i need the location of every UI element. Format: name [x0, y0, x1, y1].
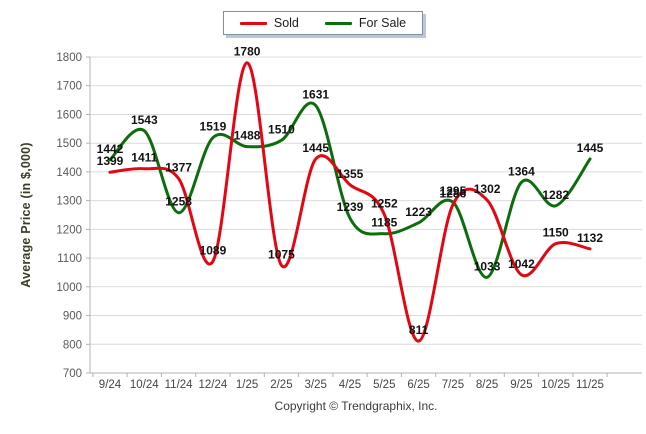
sold-line-swatch	[239, 21, 267, 25]
x-category-label: 8/25	[476, 379, 498, 391]
legend-label-sold: Sold	[273, 16, 299, 30]
x-category-label: 10/25	[541, 379, 570, 391]
for-sale-data-label: 1631	[302, 88, 329, 102]
sold-data-label: 1075	[268, 247, 295, 261]
x-category-label: 11/24	[165, 379, 194, 391]
x-category-label: 1/25	[236, 379, 258, 391]
sold-data-label: 1252	[371, 196, 398, 210]
legend-label-for-sale: For Sale	[358, 16, 407, 30]
y-tick-label: 1700	[56, 81, 82, 93]
y-tick-label: 1200	[56, 224, 82, 236]
sold-data-label: 1355	[337, 167, 364, 181]
y-tick-label: 1100	[57, 253, 82, 265]
sold-data-label: 1286	[440, 187, 467, 201]
for-sale-data-label: 1510	[268, 122, 295, 136]
x-category-label: 9/25	[510, 379, 532, 391]
for-sale-data-label: 1239	[337, 200, 364, 214]
for-sale-data-label: 1258	[165, 195, 192, 209]
y-tick-label: 1500	[56, 138, 82, 150]
for-sale-data-label: 1033	[474, 259, 501, 273]
for-sale-data-label: 1223	[405, 205, 432, 219]
copyright-text: Copyright © Trendgraphix, Inc.	[274, 399, 438, 413]
legend-item-sold: Sold	[239, 16, 299, 30]
y-tick-label: 800	[63, 339, 82, 351]
y-tick-label: 1600	[56, 110, 82, 122]
legend-item-for-sale: For Sale	[324, 16, 407, 30]
sold-data-label: 1150	[543, 226, 569, 240]
y-tick-label: 1000	[56, 282, 82, 294]
for-sale-data-label: 1519	[200, 120, 227, 134]
sold-line	[108, 61, 592, 343]
sold-data-label: 1399	[97, 154, 124, 168]
for-sale-line	[108, 101, 592, 279]
sold-data-label: 1042	[508, 257, 535, 271]
y-tick-label: 1300	[56, 196, 82, 208]
sold-data-label: 1445	[302, 141, 329, 155]
for-sale-line-swatch	[324, 21, 352, 25]
x-category-label: 10/24	[130, 379, 159, 391]
for-sale-data-label: 1364	[508, 164, 535, 178]
sold-data-label: 811	[409, 323, 429, 337]
x-category-label: 6/25	[407, 379, 429, 391]
for-sale-data-label: 1282	[542, 188, 569, 202]
for-sale-data-label: 1543	[131, 113, 158, 127]
x-category-label: 4/25	[339, 379, 361, 391]
x-category-label: 12/24	[199, 379, 228, 391]
for-sale-data-label: 1185	[371, 216, 397, 230]
sold-data-label: 1411	[131, 151, 157, 165]
for-sale-data-label: 1295	[440, 184, 467, 198]
for-sale-data-label: 1488	[234, 129, 261, 143]
sold-data-label: 1302	[474, 182, 501, 196]
y-tick-label: 1400	[56, 167, 82, 179]
x-category-label: 11/25	[576, 379, 604, 391]
sold-data-label: 1132	[577, 231, 603, 245]
y-tick-label: 1800	[56, 52, 82, 64]
x-category-label: 5/25	[373, 379, 395, 391]
for-sale-data-label: 1445	[577, 141, 604, 155]
x-category-label: 2/25	[270, 379, 292, 391]
x-category-label: 3/25	[305, 379, 327, 391]
for-sale-data-label: 1442	[97, 142, 124, 156]
chart-legend: Sold For Sale	[222, 11, 424, 35]
sold-data-label: 1089	[200, 243, 227, 257]
sold-data-label: 1780	[234, 45, 261, 59]
x-category-label: 7/25	[442, 379, 464, 391]
y-tick-label: 700	[63, 368, 82, 380]
x-category-label: 9/24	[99, 379, 122, 391]
y-tick-label: 900	[63, 311, 82, 323]
sold-data-label: 1377	[165, 161, 192, 175]
